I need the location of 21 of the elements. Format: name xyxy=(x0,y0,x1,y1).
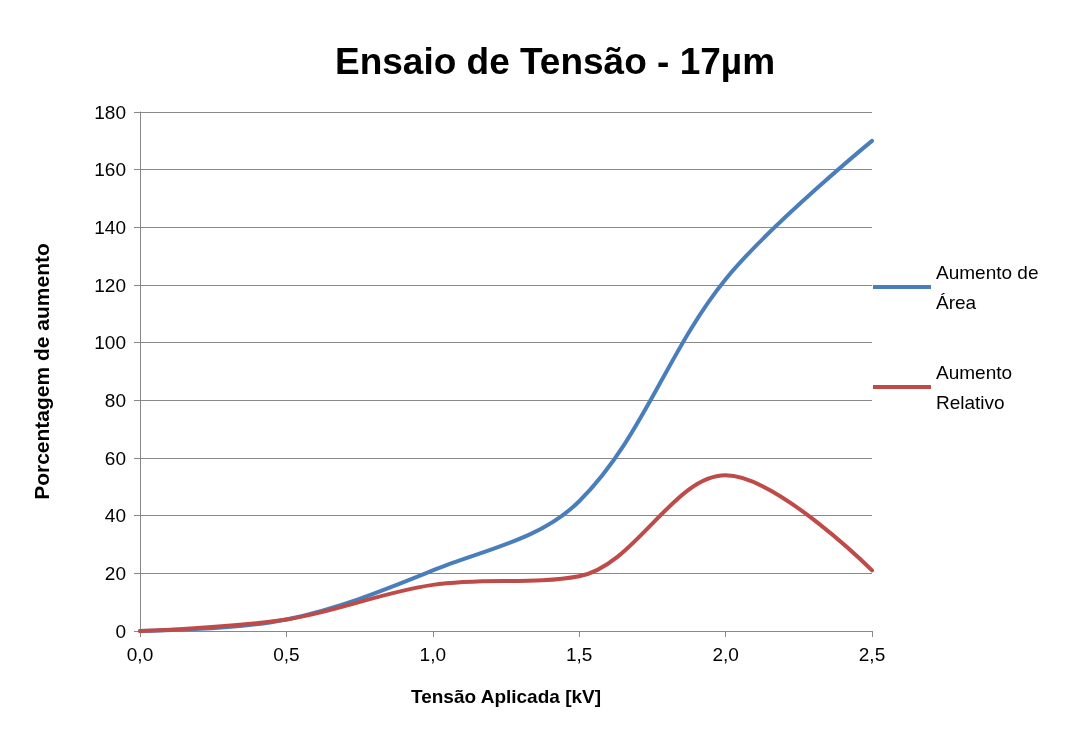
x-tick-label: 2,0 xyxy=(712,644,739,665)
y-axis-title: Porcentagem de aumento xyxy=(30,243,53,500)
x-tick-label: 0,5 xyxy=(273,644,300,665)
legend-label: Aumento Relativo xyxy=(936,361,1018,413)
y-tick-label: 100 xyxy=(94,332,126,354)
y-tick-label: 20 xyxy=(104,562,126,584)
y-tick-label: 120 xyxy=(94,274,126,296)
chart-title: Ensaio de Tensão - 17µm xyxy=(334,41,776,82)
x-tick-label: 0,0 xyxy=(126,644,154,665)
y-tick-label: 80 xyxy=(104,389,126,411)
legend-label: Aumento de Área xyxy=(936,261,1044,313)
y-tick-label: 160 xyxy=(94,159,126,181)
x-tick-label: 1,5 xyxy=(565,644,593,665)
y-tick-label: 0 xyxy=(115,620,126,642)
y-tick-label: 40 xyxy=(104,505,126,527)
y-tick-label: 140 xyxy=(94,216,126,238)
x-axis-title: Tensão Aplicada [kV] xyxy=(410,686,602,707)
y-tick-label: 60 xyxy=(104,447,126,469)
x-tick-label: 1,0 xyxy=(419,644,447,665)
y-tick-label: 180 xyxy=(94,101,126,123)
x-tick-label: 2,5 xyxy=(858,644,886,665)
